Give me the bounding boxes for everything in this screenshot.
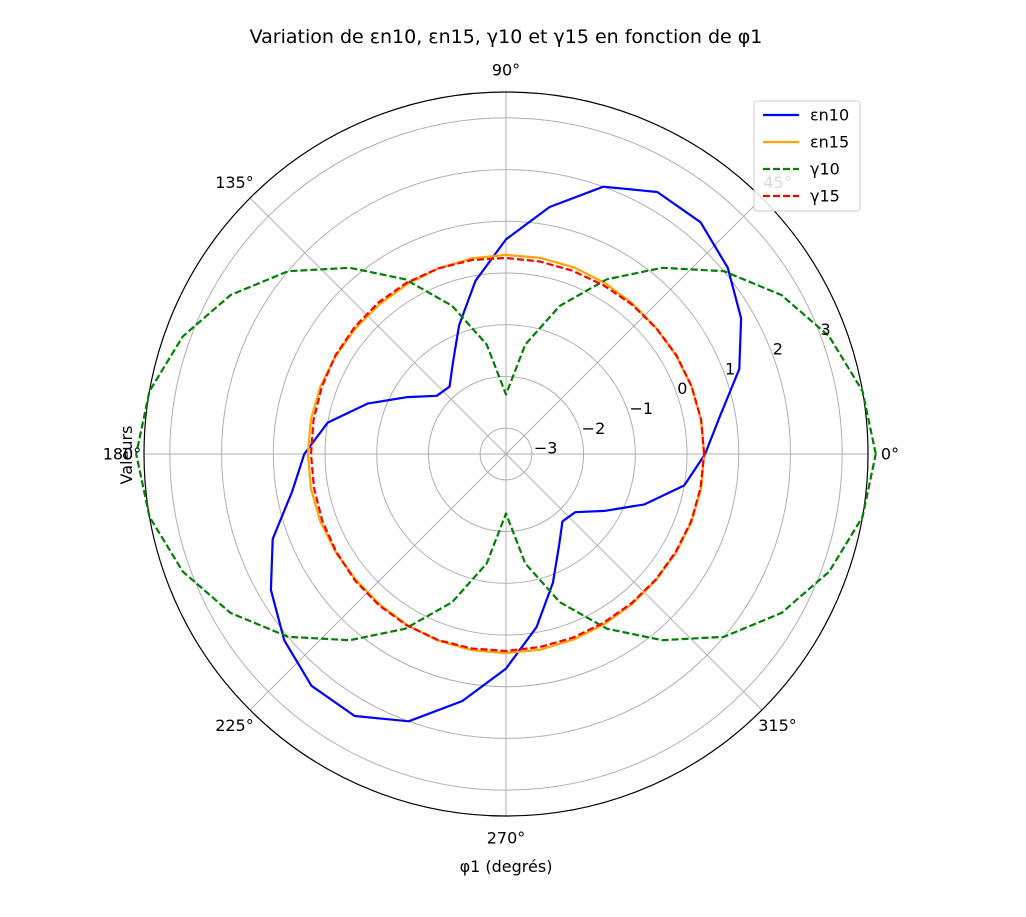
radius-tick-label: −2 xyxy=(582,419,606,438)
series-line-1 xyxy=(306,253,706,655)
legend: εn10 εn15 γ10 γ15 xyxy=(753,100,861,212)
series-line-3 xyxy=(309,256,706,653)
legend-label: γ10 xyxy=(810,160,840,179)
angle-tick-label: 225° xyxy=(215,716,254,735)
series-line-2 xyxy=(135,266,877,642)
series-line-0 xyxy=(269,185,743,723)
legend-label: γ15 xyxy=(810,187,840,206)
radius-gridline xyxy=(479,427,533,481)
radius-gridline xyxy=(324,272,688,636)
radius-tick-label: 0 xyxy=(677,379,687,398)
angle-tick-label: 270° xyxy=(487,829,526,848)
angle-tick-label: 180° xyxy=(103,445,142,464)
radius-tick-label: 1 xyxy=(725,359,735,378)
legend-label: εn10 xyxy=(810,106,849,125)
angle-tick-label: 315° xyxy=(758,716,797,735)
chart-title: Variation de εn10, εn15, γ10 et γ15 en f… xyxy=(250,26,763,48)
radius-tick-label: −1 xyxy=(629,399,653,418)
grid xyxy=(143,91,869,817)
angle-tick-label: 90° xyxy=(492,61,520,80)
polar-frame xyxy=(143,91,869,817)
radius-tick-label: −3 xyxy=(534,439,558,458)
radius-gridline xyxy=(427,375,585,533)
legend-box xyxy=(753,100,861,212)
radius-gridline xyxy=(221,169,791,739)
legend-label: εn15 xyxy=(810,133,849,152)
x-axis-label: φ1 (degrés) xyxy=(460,857,553,876)
y-axis-label: Valeurs xyxy=(117,426,136,485)
radius-gridline xyxy=(376,324,636,584)
radius-gridline xyxy=(272,220,740,688)
angle-tick-label: 135° xyxy=(215,173,254,192)
radius-gridline xyxy=(169,117,843,791)
radius-tick-label: 3 xyxy=(821,320,831,339)
series-layer xyxy=(135,185,877,723)
radius-tick-label: 2 xyxy=(773,340,783,359)
angle-tick-label: 0° xyxy=(881,445,899,464)
